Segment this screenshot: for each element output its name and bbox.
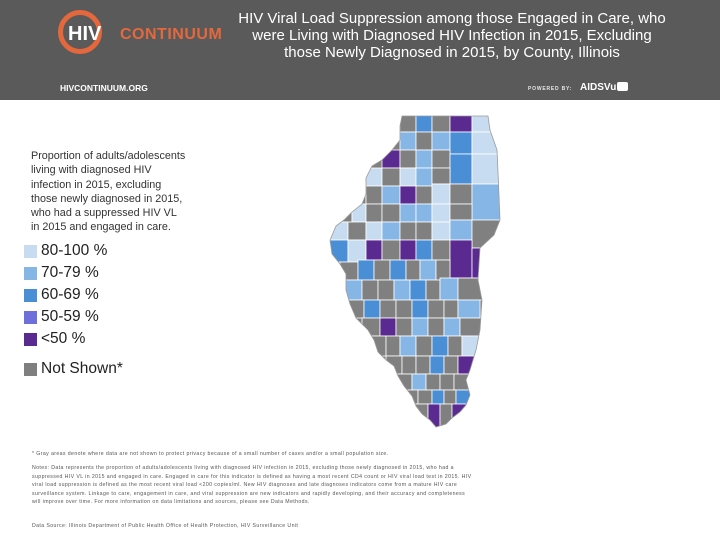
legend-swatch-60-69 [24, 288, 37, 302]
legend: 80-100 % 70-79 % 60-69 % 50-59 % <50 % [24, 240, 107, 350]
legend-label: Not Shown* [41, 360, 123, 377]
legend-description: Proportion of adults/adolescents living … [31, 150, 186, 234]
powered-by-label: POWERED BY: [528, 86, 573, 92]
data-source: Data Source: Illinois Department of Publ… [32, 523, 299, 529]
footnote: * Gray areas denote where data are not s… [32, 451, 389, 457]
legend-swatch-80-100 [24, 244, 37, 258]
aidsvu-badge-icon [617, 82, 629, 91]
legend-item: 50-59 % [24, 306, 107, 328]
aidsvu-text: AIDSVu [580, 82, 617, 93]
aidsvu-logo[interactable]: AIDSVu [580, 82, 629, 93]
logo-ring-icon [58, 10, 102, 54]
legend-swatch-under-50 [24, 332, 37, 346]
legend-item: 70-79 % [24, 262, 107, 284]
map-title: HIV Viral Load Suppression among those E… [238, 10, 666, 61]
legend-item: 60-69 % [24, 284, 107, 306]
legend-label: 50-59 % [41, 308, 99, 325]
header-banner: HIV CONTINUUM HIV Viral Load Suppression… [0, 0, 720, 100]
legend-label: 70-79 % [41, 264, 99, 281]
legend-label: 80-100 % [41, 242, 108, 259]
legend-item: <50 % [24, 328, 107, 350]
legend-swatch-50-59 [24, 310, 37, 324]
hiv-continuum-logo[interactable]: HIV CONTINUUM [58, 10, 228, 60]
legend-not-shown: Not Shown* [24, 360, 123, 378]
logo-continuum-text: CONTINUUM [120, 26, 223, 43]
site-url-link[interactable]: HIVCONTINUUM.ORG [60, 83, 148, 93]
legend-label: <50 % [41, 330, 86, 347]
legend-item: 80-100 % [24, 240, 107, 262]
notes-text: Notes: Data represents the proportion of… [32, 465, 472, 506]
logo-hiv-text: HIV [68, 23, 102, 45]
legend-swatch-70-79 [24, 266, 37, 280]
state-outline [329, 115, 501, 428]
legend-swatch-not-shown [24, 362, 37, 376]
legend-label: 60-69 % [41, 286, 99, 303]
